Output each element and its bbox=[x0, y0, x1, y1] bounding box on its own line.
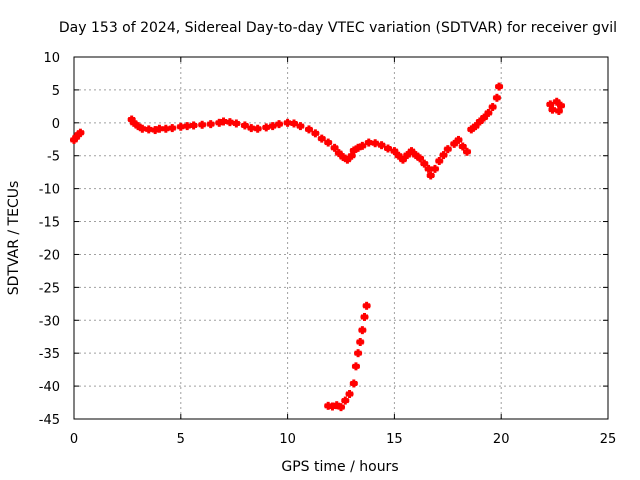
data-point bbox=[407, 147, 416, 156]
data-point bbox=[450, 139, 459, 148]
data-point bbox=[240, 121, 249, 130]
data-point bbox=[439, 151, 448, 160]
data-point bbox=[324, 138, 333, 147]
data-point bbox=[488, 103, 497, 112]
data-point bbox=[349, 146, 358, 155]
data-point bbox=[463, 147, 472, 156]
data-point bbox=[354, 349, 363, 358]
data-point bbox=[356, 337, 365, 346]
y-tick-label: -5 bbox=[47, 150, 60, 165]
data-point bbox=[268, 122, 277, 131]
y-tick-label: -40 bbox=[39, 380, 60, 395]
x-axis-title: GPS time / hours bbox=[281, 459, 398, 475]
data-point bbox=[358, 141, 367, 150]
data-point bbox=[339, 153, 348, 162]
data-point bbox=[253, 124, 262, 133]
x-tick-label: 5 bbox=[177, 432, 185, 447]
y-tick-label: -45 bbox=[39, 413, 60, 428]
data-point bbox=[377, 141, 386, 150]
y-axis-ticks: 10 5 0 -5 -10 -15 -20 -25 -30 -35 -40 -45 bbox=[39, 51, 608, 428]
data-point bbox=[552, 97, 561, 106]
data-point bbox=[290, 119, 299, 128]
data-point bbox=[430, 164, 439, 173]
y-tick-label: 0 bbox=[52, 117, 60, 132]
data-point bbox=[435, 156, 444, 165]
data-point bbox=[343, 155, 352, 164]
data-point bbox=[390, 147, 399, 156]
x-tick-label: 20 bbox=[493, 432, 510, 447]
grid-layer bbox=[74, 57, 608, 419]
x-tick-label: 25 bbox=[600, 432, 617, 447]
data-point bbox=[394, 151, 403, 160]
data-point bbox=[471, 122, 480, 131]
data-point bbox=[304, 125, 313, 134]
y-tick-label: -10 bbox=[39, 183, 60, 198]
data-point bbox=[337, 403, 345, 412]
data-point bbox=[484, 108, 493, 117]
data-point bbox=[398, 155, 407, 164]
x-tick-label: 0 bbox=[70, 432, 78, 447]
data-point bbox=[345, 389, 354, 398]
data-point bbox=[362, 301, 371, 310]
data-point bbox=[317, 134, 326, 143]
data-point bbox=[334, 149, 343, 158]
data-point bbox=[495, 82, 504, 91]
y-tick-label: -15 bbox=[39, 216, 60, 231]
y-tick-label: -35 bbox=[39, 347, 60, 362]
data-point bbox=[403, 151, 412, 160]
plot-frame bbox=[73, 56, 609, 420]
data-point bbox=[480, 113, 489, 122]
x-tick-label: 10 bbox=[279, 432, 296, 447]
data-point bbox=[189, 121, 198, 130]
data-point bbox=[492, 93, 501, 102]
data-point bbox=[129, 118, 138, 127]
data-point bbox=[311, 129, 320, 138]
data-point bbox=[296, 122, 305, 131]
y-tick-label: -25 bbox=[39, 281, 60, 296]
data-point bbox=[347, 151, 356, 160]
data-point bbox=[383, 144, 392, 153]
data-point bbox=[475, 117, 484, 126]
data-point bbox=[557, 101, 566, 110]
data-point bbox=[134, 122, 143, 131]
y-axis-title: SDTVAR / TECUs bbox=[6, 181, 22, 296]
x-tick-label: 15 bbox=[386, 432, 403, 447]
data-point bbox=[371, 139, 380, 148]
data-point bbox=[76, 128, 85, 137]
data-point bbox=[206, 120, 215, 129]
data-point bbox=[232, 119, 241, 128]
data-point bbox=[443, 145, 452, 154]
data-point bbox=[341, 396, 350, 405]
data-point bbox=[416, 154, 425, 163]
data-point bbox=[358, 326, 367, 335]
data-point bbox=[411, 151, 420, 160]
y-tick-label: -30 bbox=[39, 314, 60, 329]
chart-title: Day 153 of 2024, Sidereal Day-to-day VTE… bbox=[59, 20, 617, 36]
data-point bbox=[454, 135, 463, 144]
data-point bbox=[351, 362, 360, 371]
data-point bbox=[546, 100, 555, 109]
y-tick-label: 10 bbox=[43, 51, 60, 66]
data-point bbox=[360, 312, 369, 321]
y-tick-label: 5 bbox=[52, 84, 60, 99]
data-point bbox=[330, 143, 339, 152]
data-point bbox=[458, 142, 467, 151]
data-point bbox=[168, 124, 177, 133]
data-point bbox=[275, 120, 284, 129]
data-points bbox=[70, 82, 566, 412]
y-tick-label: -20 bbox=[39, 248, 60, 263]
x-axis-ticks: 0 5 10 15 20 25 bbox=[70, 57, 616, 447]
data-point bbox=[420, 159, 429, 168]
data-point bbox=[554, 106, 563, 115]
data-point bbox=[198, 120, 207, 129]
data-point bbox=[467, 125, 476, 134]
data-point bbox=[349, 379, 358, 388]
data-point bbox=[426, 171, 435, 180]
